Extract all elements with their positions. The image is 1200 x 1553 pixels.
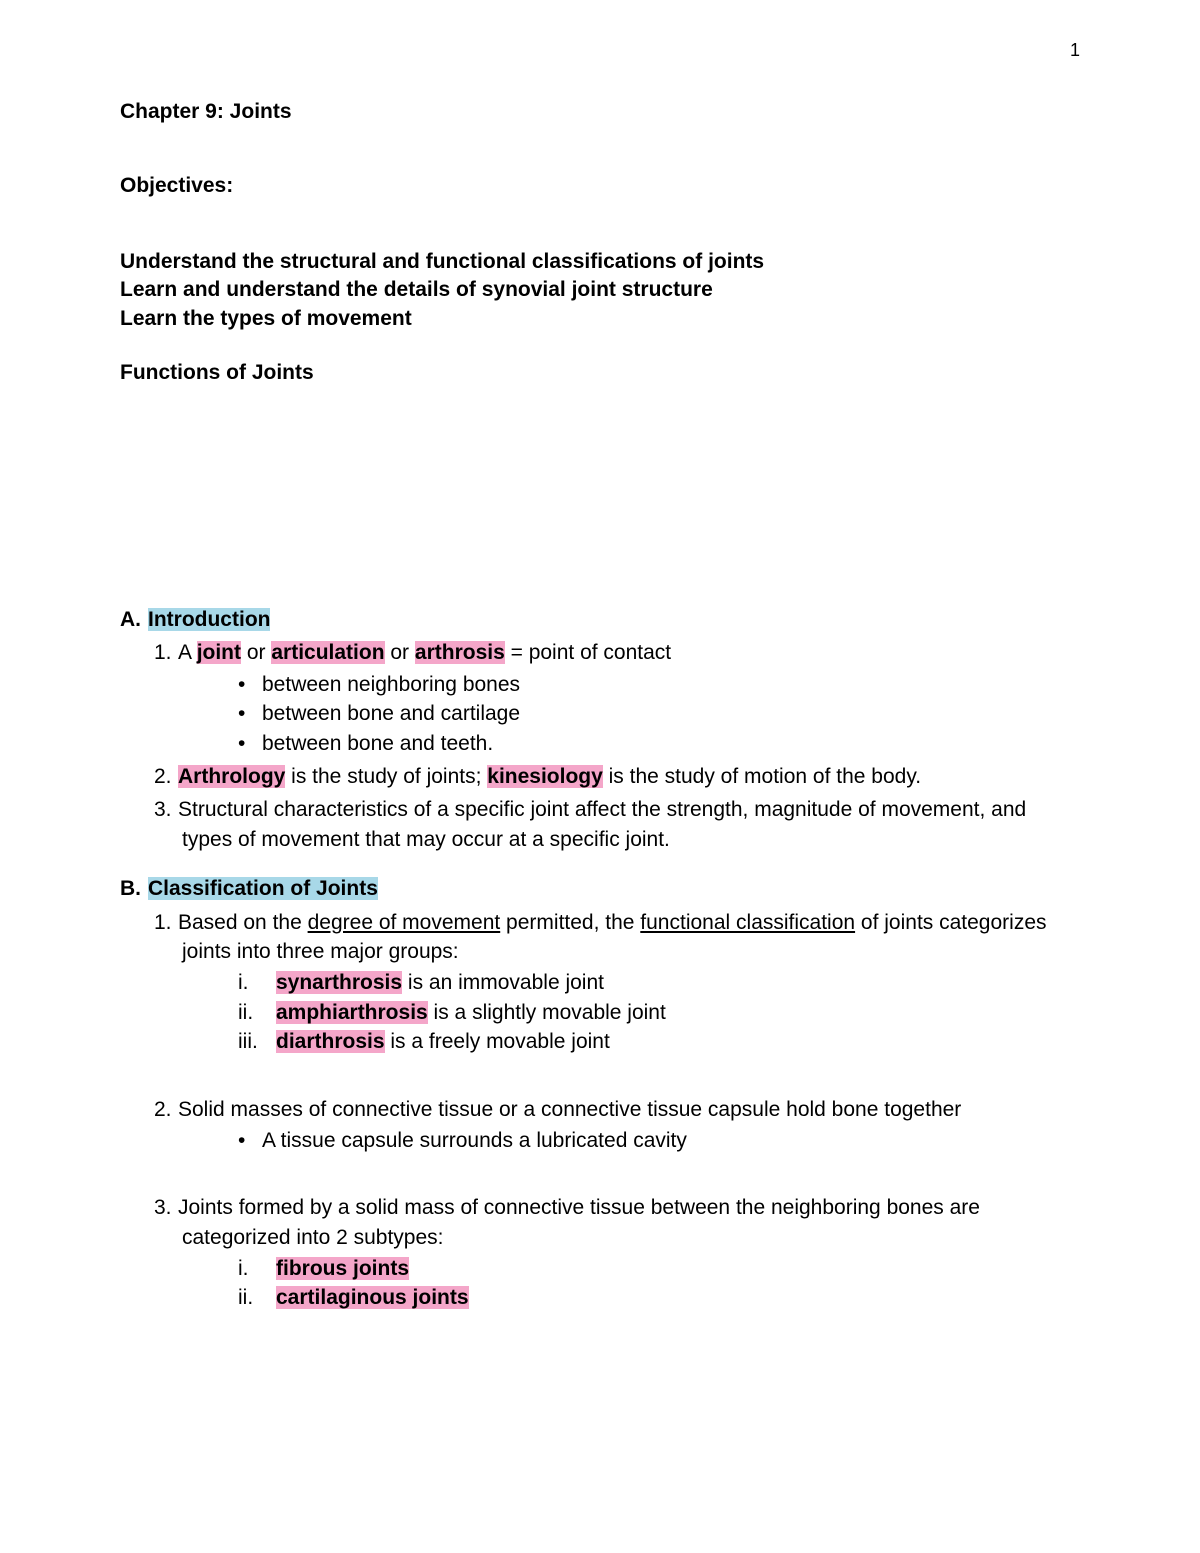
spacer [120,1159,1080,1193]
text: or [385,641,415,664]
roman-numeral: ii. [238,998,276,1027]
text: is an immovable joint [402,971,604,994]
item-number: 3. [154,1193,178,1222]
list-item: 3.Structural characteristics of a specif… [154,795,1080,854]
term-cartilaginous-joints: cartilaginous joints [276,1286,469,1309]
text: is the study of joints; [285,765,487,788]
text: is the study of motion of the body. [603,765,921,788]
objective-item: Learn and understand the details of syno… [120,276,1080,304]
item-number: 1. [154,638,178,667]
objective-item: Learn the types of movement [120,305,1080,333]
item-number: 2. [154,1095,178,1124]
text: between neighboring bones [262,673,520,696]
functions-heading: Functions of Joints [120,361,1080,385]
text: A [178,641,197,664]
bullet-item: between bone and teeth. [238,729,1080,758]
roman-item: i.synarthrosis is an immovable joint [238,968,1080,997]
roman-numeral: ii. [238,1283,276,1312]
objective-item: Understand the structural and functional… [120,248,1080,276]
item-number: 3. [154,795,178,824]
term-kinesiology: kinesiology [487,765,603,788]
text: or [241,641,271,664]
roman-item: ii.amphiarthrosis is a slightly movable … [238,998,1080,1027]
objectives-label: Objectives: [120,174,1080,198]
text: A tissue capsule surrounds a lubricated … [262,1129,687,1152]
roman-numeral: i. [238,968,276,997]
section-b: B.Classification of Joints 1.Based on th… [120,874,1080,1313]
text: Joints formed by a solid mass of connect… [178,1196,980,1248]
section-a: A.Introduction 1.A joint or articulation… [120,605,1080,854]
text: = point of contact [505,641,671,664]
bullet-list: between neighboring bones between bone a… [238,670,1080,758]
text: is a slightly movable joint [428,1001,666,1024]
term-amphiarthrosis: amphiarthrosis [276,1001,428,1024]
section-b-list-cont: 2.Solid masses of connective tissue or a… [154,1095,1080,1156]
list-item: 1.A joint or articulation or arthrosis =… [154,638,1080,758]
item-number: 2. [154,762,178,791]
section-b-list: 1.Based on the degree of movement permit… [154,908,1080,1057]
roman-item: i.fibrous joints [238,1254,1080,1283]
objectives-list: Understand the structural and functional… [120,248,1080,333]
section-a-list: 1.A joint or articulation or arthrosis =… [154,638,1080,854]
roman-item: iii.diarthrosis is a freely movable join… [238,1027,1080,1056]
section-b-list-cont2: 3.Joints formed by a solid mass of conne… [154,1193,1080,1313]
underline-text: functional classification [640,911,855,934]
term-arthrosis: arthrosis [415,641,505,664]
text: Structural characteristics of a specific… [178,798,1026,850]
page-number: 1 [1070,40,1080,61]
chapter-title: Chapter 9: Joints [120,100,1080,124]
item-number: 1. [154,908,178,937]
text: between bone and cartilage [262,702,520,725]
list-item: 1.Based on the degree of movement permit… [154,908,1080,1057]
text: is a freely movable joint [385,1030,610,1053]
text: Based on the [178,911,308,934]
list-item: 3.Joints formed by a solid mass of conne… [154,1193,1080,1313]
section-a-header: A.Introduction [120,605,1080,634]
bullet-item: A tissue capsule surrounds a lubricated … [238,1126,1080,1155]
term-arthrology: Arthrology [178,765,285,788]
text: Solid masses of connective tissue or a c… [178,1098,961,1121]
section-b-title: Classification of Joints [148,877,378,900]
roman-list: i.fibrous joints ii.cartilaginous joints [238,1254,1080,1313]
document-page: 1 Chapter 9: Joints Objectives: Understa… [0,0,1200,1553]
list-item: 2.Arthrology is the study of joints; kin… [154,762,1080,791]
roman-numeral: i. [238,1254,276,1283]
list-item: 2.Solid masses of connective tissue or a… [154,1095,1080,1156]
roman-list: i.synarthrosis is an immovable joint ii.… [238,968,1080,1056]
section-b-header: B.Classification of Joints [120,874,1080,903]
bullet-item: between bone and cartilage [238,699,1080,728]
section-letter: B. [120,874,148,903]
section-a-title: Introduction [148,608,270,631]
roman-numeral: iii. [238,1027,276,1056]
bullet-item: between neighboring bones [238,670,1080,699]
text: permitted, the [500,911,640,934]
spacer [120,1061,1080,1095]
underline-text: degree of movement [308,911,501,934]
term-joint: joint [197,641,241,664]
section-letter: A. [120,605,148,634]
bullet-list: A tissue capsule surrounds a lubricated … [238,1126,1080,1155]
roman-item: ii.cartilaginous joints [238,1283,1080,1312]
text: between bone and teeth. [262,732,493,755]
term-synarthrosis: synarthrosis [276,971,402,994]
term-fibrous-joints: fibrous joints [276,1257,409,1280]
term-diarthrosis: diarthrosis [276,1030,385,1053]
term-articulation: articulation [271,641,384,664]
